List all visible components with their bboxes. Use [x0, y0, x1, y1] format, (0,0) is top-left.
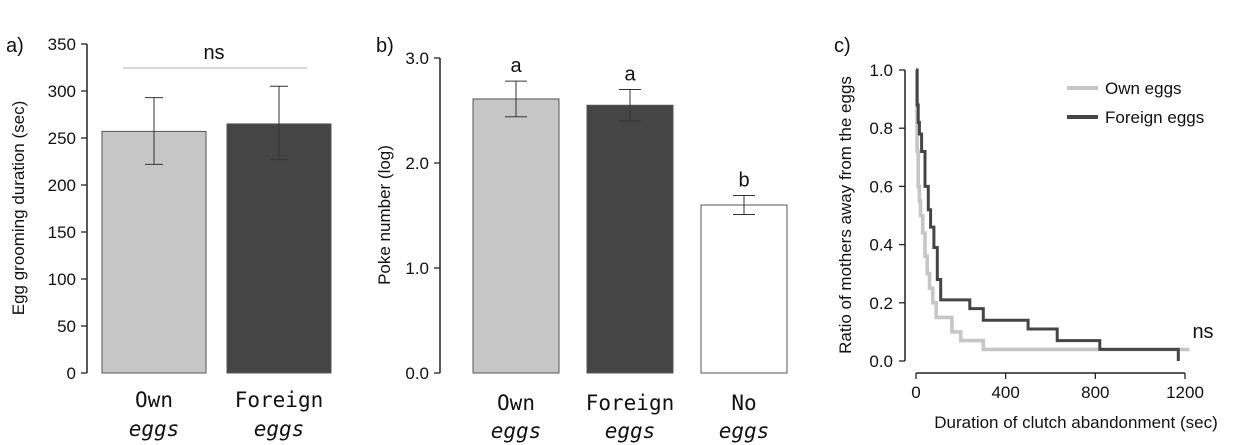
error-bar-foreign-eggs: [270, 85, 288, 161]
significance-letter-no-eggs: b: [738, 170, 749, 192]
error-bar-own-eggs: [505, 80, 527, 118]
bar-own-eggs: [472, 98, 560, 374]
y-tick-label-0.2: 0.2: [869, 294, 893, 313]
y-tick-label-0: 0: [67, 364, 76, 383]
panel-c-x-axis-title: Duration of clutch abandonment (sec): [934, 413, 1218, 432]
y-tick-label-0.4: 0.4: [869, 236, 893, 255]
bar-foreign-eggs: [226, 123, 332, 374]
panel-b-label: b): [376, 35, 394, 57]
x-tick-label-own: Own: [497, 391, 535, 415]
legend-label-foreign-eggs: Foreign eggs: [1105, 108, 1204, 127]
y-tick-label-100: 100: [48, 270, 76, 289]
y-tick-label-0.0: 0.0: [869, 352, 893, 371]
x-tick-label-no: No: [731, 391, 756, 415]
x-tick-label-1200: 1200: [1166, 383, 1204, 402]
panel-c-legend: Own eggs Foreign eggs: [1067, 79, 1204, 127]
error-bar-foreign-eggs: [619, 89, 641, 122]
panel-b-y-axis-title: Poke number (log): [375, 145, 394, 285]
y-tick-label-250: 250: [48, 129, 76, 148]
y-tick-label-3.0: 3.0: [405, 49, 429, 68]
panel-a-significance: ns: [123, 42, 307, 69]
x-tick-label-0: 0: [911, 383, 920, 402]
panel-c-label: c): [834, 35, 851, 57]
bar-own-eggs: [101, 130, 207, 374]
x-tick-label-eggs: eggs: [129, 417, 180, 441]
y-tick-label-150: 150: [48, 223, 76, 242]
y-tick-label-350: 350: [48, 35, 76, 54]
significance-letter-foreign-eggs: a: [624, 64, 636, 86]
x-tick-label-eggs: eggs: [605, 419, 656, 443]
y-tick-label-0.6: 0.6: [869, 177, 893, 196]
y-tick-label-300: 300: [48, 82, 76, 101]
x-tick-label-eggs: eggs: [719, 419, 770, 443]
x-tick-label-800: 800: [1081, 383, 1109, 402]
y-tick-label-1.0: 1.0: [405, 259, 429, 278]
x-tick-label-400: 400: [991, 383, 1019, 402]
error-bar-own-eggs: [145, 97, 163, 165]
x-tick-label-eggs: eggs: [254, 417, 305, 441]
panel-c: c) 0.0 0.2 0.4 0.6 0.8 1.0 0 400 800 1200 Ratio …: [834, 35, 1218, 432]
y-tick-label-1.0: 1.0: [869, 61, 893, 80]
y-tick-label-2.0: 2.0: [405, 154, 429, 173]
survival-line-own-eggs: [915, 68, 1190, 352]
ns-label: ns: [203, 42, 224, 64]
x-tick-label-foreign: Foreign: [235, 388, 324, 412]
error-bar-no-eggs: [733, 195, 755, 215]
panel-a-y-axis-title: Egg grooming duration (sec): [9, 101, 28, 316]
y-tick-label-200: 200: [48, 176, 76, 195]
y-tick-label-50: 50: [57, 317, 76, 336]
legend-label-own-eggs: Own eggs: [1105, 79, 1182, 98]
survival-line-foreign-eggs: [915, 68, 1180, 361]
significance-letter-own-eggs: a: [510, 55, 522, 77]
panel-a: a) 0 50 100 150 200 250 300 350 Own eggs Foreign e…: [6, 35, 332, 441]
bar-foreign-eggs: [586, 104, 674, 374]
x-tick-label-eggs: eggs: [491, 419, 542, 443]
y-tick-label-0.8: 0.8: [869, 119, 893, 138]
y-tick-label-0.0: 0.0: [405, 364, 429, 383]
x-tick-label-own: Own: [135, 388, 173, 412]
bar-no-eggs: [700, 204, 788, 374]
panel-c-y-axis-title: Ratio of mothers away from the eggs: [836, 76, 855, 354]
panel-c-ns-annotation: ns: [1192, 321, 1213, 343]
panel-a-label: a): [6, 35, 24, 57]
x-tick-label-foreign: Foreign: [586, 391, 675, 415]
panel-b: b) a a b 0.0 1.0 2.0 3.0 Own eggs Foreign eggs No…: [375, 35, 788, 443]
